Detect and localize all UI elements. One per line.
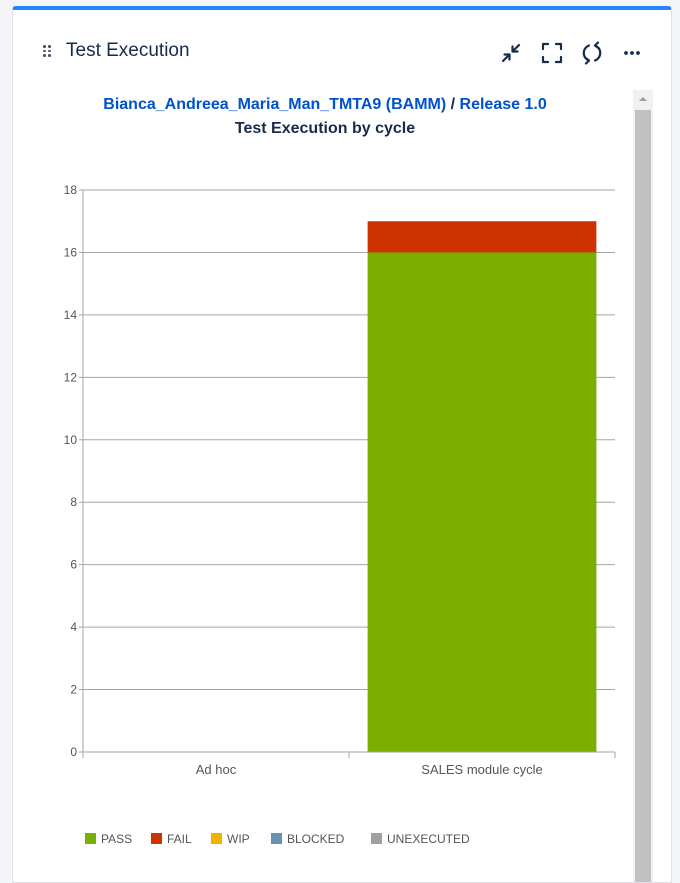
y-tick-label: 18 <box>64 183 78 197</box>
gadget-body: Bianca_Andreea_Maria_Man_TMTA9 (BAMM) / … <box>13 88 671 882</box>
project-link[interactable]: Bianca_Andreea_Maria_Man_TMTA9 (BAMM) <box>103 96 447 113</box>
legend-swatch-blocked[interactable] <box>271 833 282 844</box>
more-options-button[interactable] <box>620 41 644 65</box>
minimize-button[interactable] <box>499 41 523 65</box>
y-tick-label: 2 <box>70 683 77 697</box>
legend-swatch-wip[interactable] <box>211 833 222 844</box>
legend-label-blocked[interactable]: BLOCKED <box>287 832 345 846</box>
y-tick-label: 14 <box>64 308 78 322</box>
project-release-line: Bianca_Andreea_Maria_Man_TMTA9 (BAMM) / … <box>13 96 637 114</box>
more-icon <box>624 51 640 55</box>
legend-swatch-fail[interactable] <box>151 833 162 844</box>
release-link[interactable]: Release 1.0 <box>459 96 547 113</box>
y-tick-label: 16 <box>64 245 78 259</box>
bar-segment-fail[interactable] <box>367 221 597 253</box>
y-tick-label: 6 <box>70 558 77 572</box>
drag-handle-icon[interactable] <box>43 45 51 57</box>
fullscreen-button[interactable] <box>540 41 564 65</box>
y-tick-label: 8 <box>70 495 77 509</box>
breadcrumb-separator: / <box>450 96 456 113</box>
fullscreen-icon <box>541 42 563 64</box>
scrollbar-thumb[interactable] <box>635 110 651 882</box>
bar-segment-pass[interactable] <box>367 252 597 752</box>
x-tick-label: SALES module cycle <box>421 762 542 777</box>
refresh-icon <box>582 41 602 65</box>
stacked-bar-chart: 0 2 4 6 8 10 12 14 16 18 Ad hoc SALES module cycle P… <box>64 183 616 846</box>
gadget-header: Test Execution <box>13 10 671 94</box>
minimize-icon <box>501 43 521 63</box>
legend-label-unexecuted[interactable]: UNEXECUTED <box>387 832 470 846</box>
gadget-card: Test Execution <box>12 6 672 883</box>
scroll-up-arrow-icon[interactable] <box>633 90 653 108</box>
gadget-title: Test Execution <box>66 40 190 61</box>
refresh-button[interactable] <box>580 41 604 65</box>
legend-swatch-pass[interactable] <box>85 833 96 844</box>
vertical-scrollbar[interactable] <box>633 90 653 882</box>
legend-label-fail[interactable]: FAIL <box>167 832 192 846</box>
legend-label-pass[interactable]: PASS <box>101 832 132 846</box>
legend-label-wip[interactable]: WIP <box>227 832 250 846</box>
legend-swatch-unexecuted[interactable] <box>371 833 382 844</box>
y-tick-label: 10 <box>64 433 78 447</box>
y-tick-label: 0 <box>70 745 77 759</box>
chart-title: Test Execution by cycle <box>234 120 416 137</box>
y-tick-label: 12 <box>64 370 78 384</box>
x-tick-label: Ad hoc <box>196 762 237 777</box>
y-tick-label: 4 <box>70 620 77 634</box>
